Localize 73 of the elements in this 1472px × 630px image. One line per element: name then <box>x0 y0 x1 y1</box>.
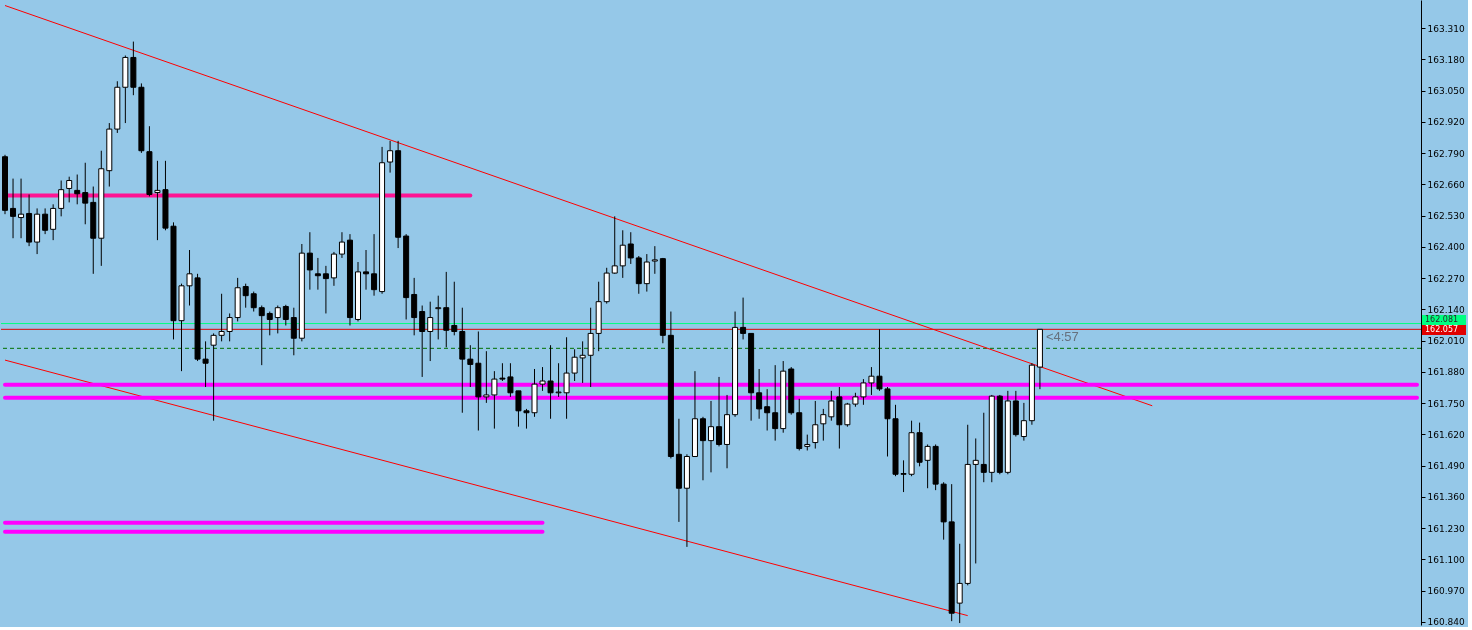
candlestick <box>443 271 450 348</box>
candlestick <box>258 305 265 366</box>
candlestick <box>387 140 394 174</box>
candlestick <box>627 231 634 265</box>
candlestick <box>419 305 426 378</box>
y-tick-label: 160.970 <box>1427 586 1465 597</box>
y-tick-label: 163.050 <box>1427 86 1465 97</box>
y-tick-label: 162.400 <box>1427 242 1465 253</box>
candlestick <box>282 304 289 326</box>
y-tick-label: 162.530 <box>1427 211 1465 222</box>
candlestick <box>451 281 458 336</box>
ref-line-label: 162.081 <box>1425 314 1459 324</box>
y-tick-label: 162.660 <box>1427 179 1465 190</box>
y-tick-label: 163.310 <box>1427 23 1465 34</box>
candlestick <box>42 207 49 235</box>
candlestick <box>250 291 257 313</box>
y-tick-label: 161.100 <box>1427 554 1465 565</box>
candlestick <box>772 364 779 442</box>
candlestick <box>828 390 835 422</box>
candlestick <box>956 543 963 624</box>
y-tick-label: 162.140 <box>1427 304 1465 315</box>
candlestick <box>411 277 418 336</box>
candlestick <box>651 245 658 275</box>
y-tick-label: 160.840 <box>1427 617 1465 628</box>
candlestick <box>74 174 81 205</box>
y-tick-label: 161.750 <box>1427 398 1465 409</box>
y-tick-label: 162.270 <box>1427 273 1465 284</box>
candlestick <box>619 229 626 279</box>
candlestick <box>812 400 819 450</box>
candlestick <box>363 249 370 291</box>
candlestick <box>820 408 827 442</box>
candlestick <box>467 344 474 388</box>
candlestick <box>708 400 714 473</box>
y-tick-label: 161.620 <box>1427 429 1465 440</box>
y-tick-label: 163.180 <box>1427 54 1465 65</box>
candlestick <box>242 283 249 309</box>
y-tick-label: 162.010 <box>1427 336 1465 347</box>
candlestick <box>611 215 618 275</box>
candlestick <box>66 176 73 203</box>
candlestick <box>716 376 723 447</box>
candlestick <box>338 231 345 259</box>
candlestick <box>290 307 297 356</box>
candlestick <box>587 307 594 388</box>
candlestick <box>980 412 987 483</box>
y-tick-label: 162.790 <box>1427 148 1465 159</box>
candlestick <box>764 388 771 432</box>
candlestick <box>50 203 57 241</box>
candlestick <box>643 253 650 293</box>
y-tick-label: 162.920 <box>1427 117 1465 128</box>
y-tick-label: 161.230 <box>1427 523 1465 534</box>
candlestick <box>427 301 434 362</box>
candlestick <box>330 251 337 287</box>
candlestick <box>756 368 763 420</box>
annotation: <4:57 <box>1045 329 1079 345</box>
candlestick <box>82 162 89 225</box>
y-tick-label: 161.360 <box>1427 492 1465 503</box>
candlestick <box>58 180 65 217</box>
candlestick <box>18 178 25 239</box>
candlestick <box>306 231 313 291</box>
candlestick <box>322 265 329 314</box>
candlestick <box>972 437 979 564</box>
ref-line-label: 162.057 <box>1425 324 1459 334</box>
candlestick <box>371 233 378 297</box>
candlestick <box>10 178 17 239</box>
y-tick-label: 161.490 <box>1427 461 1465 472</box>
candlestick <box>314 257 321 291</box>
candlestick <box>274 305 281 334</box>
candlestick <box>740 297 747 340</box>
candlestick <box>435 295 442 340</box>
candlestick <box>1020 402 1027 442</box>
candlestick <box>266 311 273 336</box>
candlestick <box>699 416 706 481</box>
y-tick-label: 161.880 <box>1427 367 1465 378</box>
